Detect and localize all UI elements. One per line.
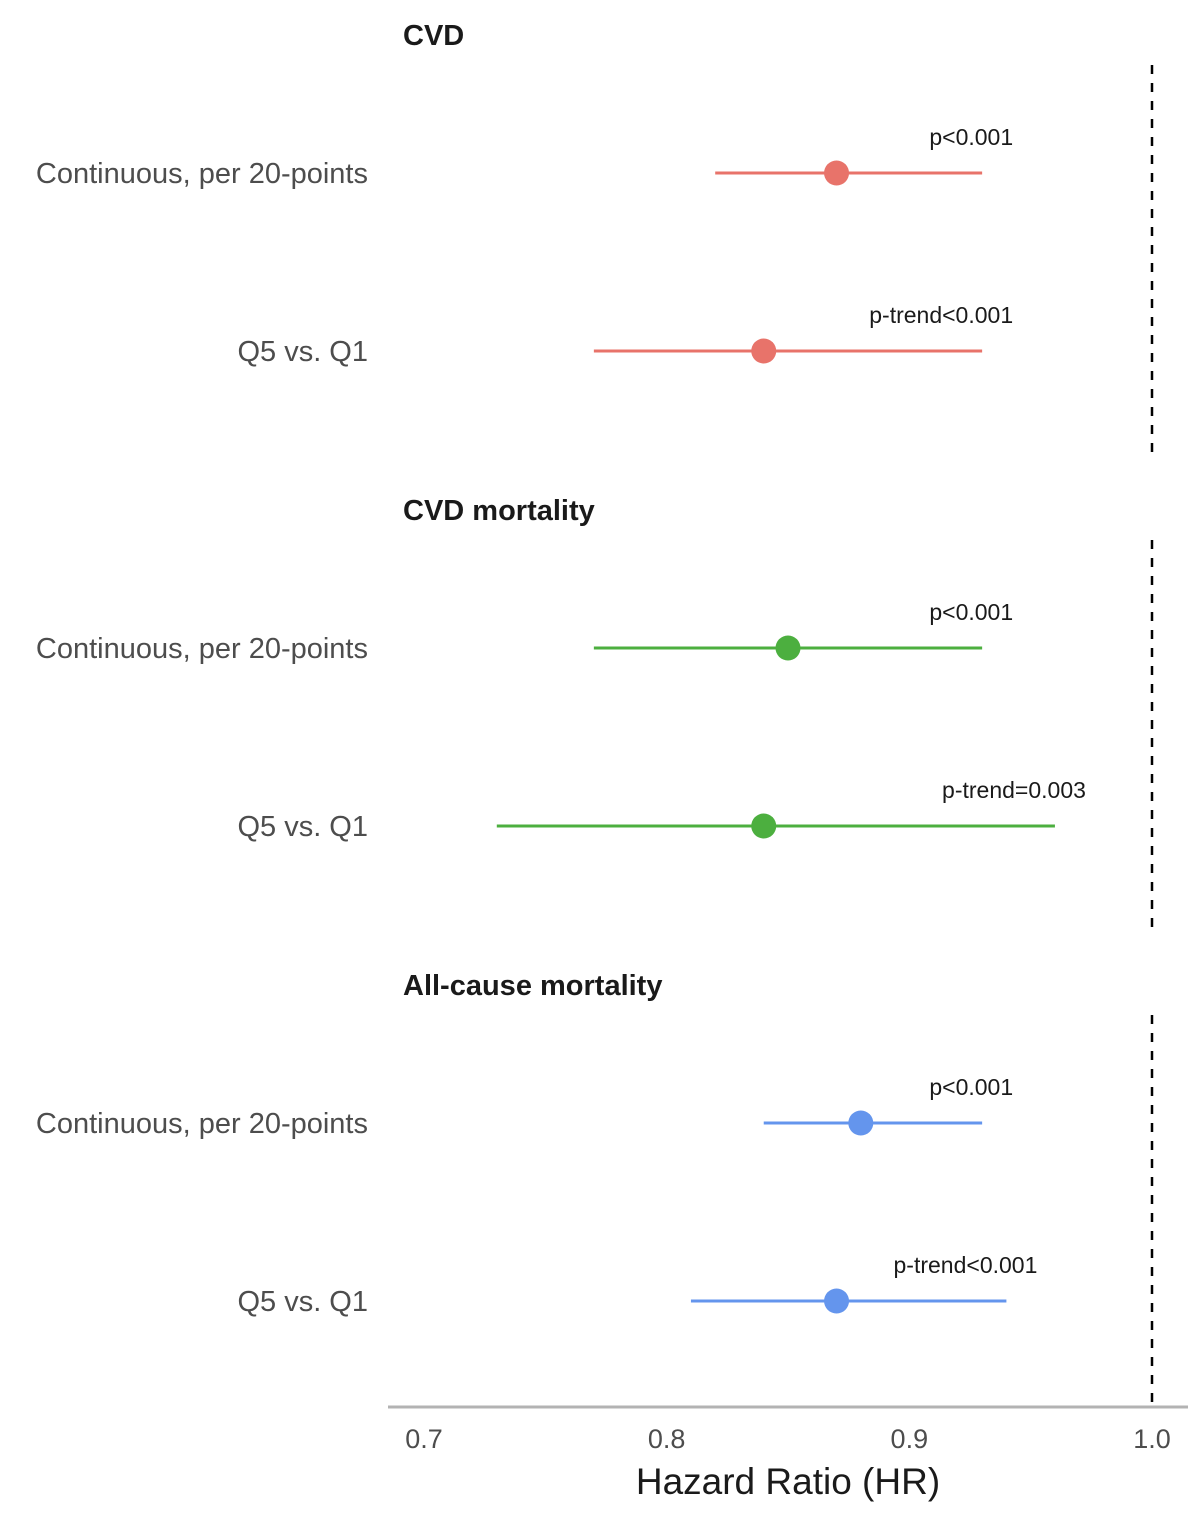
p-value-label: p-trend=0.003	[942, 777, 1086, 803]
x-axis-ticks: 0.7 0.8 0.9 1.0	[405, 1424, 1171, 1454]
x-tick-label: 1.0	[1133, 1424, 1171, 1454]
hr-point	[848, 1110, 874, 1136]
panel-title: CVD	[403, 20, 464, 52]
hr-point	[775, 635, 801, 661]
row-label: Q5 vs. Q1	[237, 336, 368, 368]
p-value-label: p<0.001	[929, 1074, 1013, 1100]
x-axis-title: Hazard Ratio (HR)	[636, 1461, 940, 1502]
row-label: Continuous, per 20-points	[36, 633, 368, 665]
row-label: Continuous, per 20-points	[36, 1108, 368, 1140]
x-tick-label: 0.9	[891, 1424, 929, 1454]
panel: All-cause mortality Continuous, per 20-po…	[36, 970, 1154, 1408]
panel-title: All-cause mortality	[403, 970, 662, 1002]
panels: CVD Continuous, per 20-points p<0.001 Q5 vs…	[36, 20, 1154, 1408]
row-label: Continuous, per 20-points	[36, 158, 368, 190]
hr-point	[751, 338, 777, 364]
panel: CVD Continuous, per 20-points p<0.001 Q5 vs…	[36, 20, 1154, 458]
p-value-label: p-trend<0.001	[894, 1252, 1038, 1278]
hr-point	[751, 813, 777, 839]
row-label: Q5 vs. Q1	[237, 1286, 368, 1318]
hr-point	[824, 1288, 850, 1314]
row-label: Q5 vs. Q1	[237, 811, 368, 843]
panel: CVD mortality Continuous, per 20-points p<…	[36, 495, 1154, 933]
p-value-label: p<0.001	[929, 599, 1013, 625]
p-value-label: p<0.001	[929, 124, 1013, 150]
panel-title: CVD mortality	[403, 495, 595, 527]
p-value-label: p-trend<0.001	[869, 302, 1013, 328]
hr-point	[824, 160, 850, 186]
x-tick-label: 0.8	[648, 1424, 686, 1454]
x-tick-label: 0.7	[405, 1424, 443, 1454]
